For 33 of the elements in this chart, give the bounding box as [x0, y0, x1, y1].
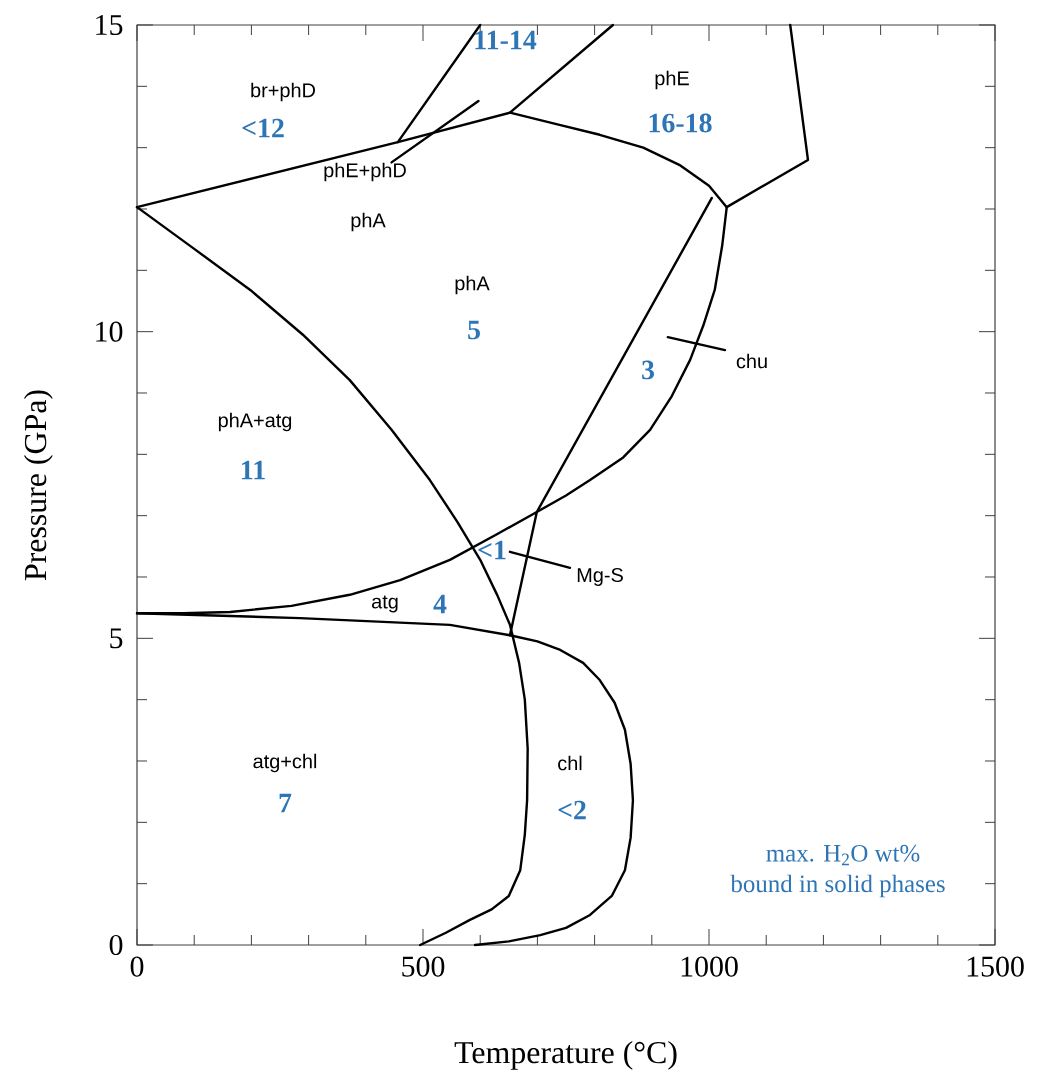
annotation: phA [455, 275, 490, 295]
annotation: atg [372, 595, 398, 613]
annotation: chu [736, 353, 767, 369]
annotation: phA+atg [218, 412, 292, 432]
annotation: Mg-S [577, 567, 623, 587]
annotation: atg+chl [253, 753, 317, 773]
y-axis-title: Pressure (GPa) [23, 390, 53, 581]
annotation: 16-18 [649, 113, 712, 133]
annotation: 11 [242, 460, 265, 480]
y-tick-label: 0 [109, 934, 123, 956]
annotation: phE [655, 70, 689, 90]
annotation: <1 [478, 540, 506, 560]
y-tick-label: 10 [96, 321, 123, 342]
annotation: 7 [279, 793, 292, 813]
annotation: 11-14 [475, 30, 537, 50]
annotation: br+phD [251, 82, 315, 102]
annotation: phA [351, 212, 386, 232]
y-tick-label: 5 [110, 628, 123, 649]
annotation: 4 [433, 594, 447, 614]
x-tick-label: 0 [130, 956, 144, 977]
x-tick-label: 1000 [681, 956, 738, 977]
annotation: <2 [558, 800, 586, 820]
y-tick-label: 15 [96, 14, 123, 35]
annotation: bound in solid phases [730, 874, 945, 898]
x-axis-title: Temperature (°C) [454, 1040, 677, 1070]
annotation: chl [558, 755, 582, 771]
annotation: 3 [642, 360, 655, 380]
x-tick-label: 1500 [967, 956, 1024, 977]
x-tick-label: 500 [402, 956, 445, 977]
annotation: max. H$_{2}$O wt% [766, 844, 920, 866]
annotation: 5 [468, 320, 480, 340]
annotation: <12 [242, 118, 284, 138]
annotation: phE+phD [324, 162, 406, 182]
